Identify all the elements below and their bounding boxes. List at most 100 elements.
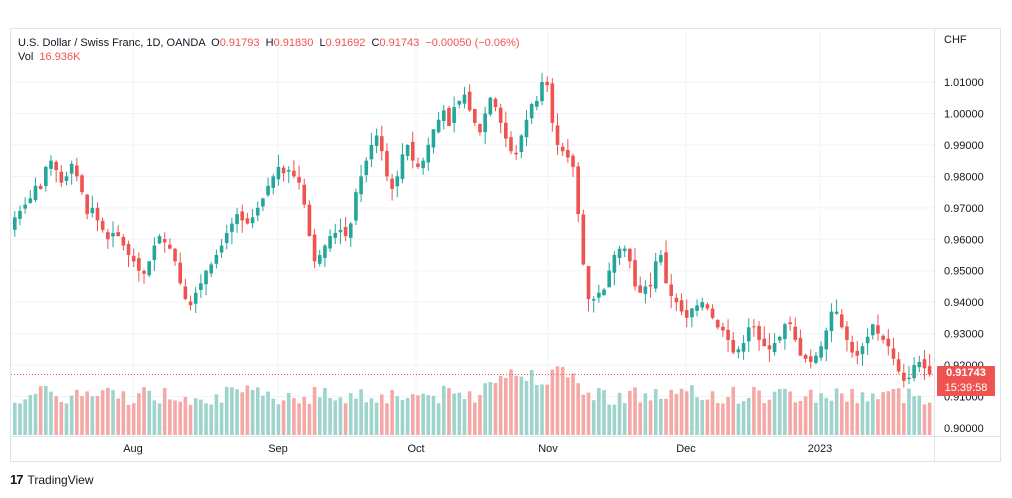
volume-bar (193, 398, 198, 435)
candle-body (64, 176, 69, 181)
candle-body (395, 176, 400, 187)
volume-bar (338, 397, 343, 435)
candle-body (612, 255, 617, 273)
candle-body (452, 107, 456, 123)
volume-bar (529, 369, 534, 435)
volume-bar (106, 387, 110, 435)
volume-bar (224, 386, 229, 435)
candle-body (457, 100, 462, 105)
volume-bar (462, 399, 467, 435)
volume-bar (824, 397, 829, 435)
candle-body (524, 119, 529, 138)
candle-body (705, 304, 710, 309)
candle-body (240, 211, 245, 221)
candle-body (757, 325, 761, 340)
volume-legend: Vol 16.936K (18, 51, 80, 63)
volume-bar (767, 399, 772, 435)
candle-body (808, 356, 813, 362)
x-tick-label: Aug (123, 443, 143, 455)
volume-bar (286, 393, 291, 435)
volume-bar (772, 391, 777, 435)
candle-body (410, 141, 415, 161)
candle-body (400, 154, 405, 179)
volume-bar (188, 404, 193, 435)
candle-body (855, 350, 860, 356)
volume-bar (643, 393, 648, 435)
candle-body (152, 245, 157, 261)
volume-bar (519, 376, 524, 435)
candle-body (824, 330, 829, 350)
candle-body (416, 163, 420, 167)
candle-body (927, 366, 932, 375)
open-label: O (211, 37, 220, 49)
symbol-title[interactable]: U.S. Dollar / Swiss Franc, 1D, OANDA (18, 37, 206, 49)
volume-bar (566, 377, 570, 435)
candle-body (638, 285, 643, 293)
volume-bar (581, 394, 586, 435)
candle-body (54, 162, 58, 171)
candle-body (829, 311, 834, 332)
candle-body (33, 185, 38, 201)
candle-body (323, 245, 327, 258)
volume-bar (80, 395, 84, 435)
volume-bar (927, 402, 932, 435)
y-tick-label: 0.95000 (944, 266, 984, 278)
candle-body (746, 327, 751, 342)
candle-body (307, 204, 312, 237)
candle-body (922, 359, 927, 369)
candle-body (581, 214, 586, 265)
candle-body (597, 292, 601, 298)
volume-bar (307, 403, 312, 435)
candle-body (741, 343, 746, 352)
candle-body (659, 255, 663, 263)
volume-bar (452, 393, 456, 435)
candle-body (462, 94, 467, 104)
volume-bar (173, 400, 177, 435)
candle-body (622, 248, 627, 252)
volume-bar (633, 387, 637, 435)
volume-bar (664, 398, 668, 435)
bar-countdown: 15:39:58 (944, 382, 988, 394)
volume-bar (178, 401, 183, 435)
volume-bar (896, 388, 901, 435)
volume-bar (669, 389, 674, 435)
candle-body (509, 137, 513, 152)
brand-footer[interactable]: 17 TradingView (10, 472, 94, 487)
candle-body (845, 326, 849, 340)
volume-bar (410, 394, 415, 435)
volume-bar (612, 404, 617, 435)
candle-body (488, 97, 493, 115)
open-value: 0.91793 (219, 37, 260, 49)
candle-body (819, 346, 823, 358)
candle-body (255, 207, 260, 216)
currency-label[interactable]: CHF (944, 34, 967, 46)
candle-body (328, 236, 332, 249)
candle-body (178, 262, 183, 284)
candle-body (100, 220, 105, 230)
candle-body (907, 377, 911, 380)
candle-body (560, 146, 565, 152)
volume-bar (385, 403, 389, 435)
candle-body (767, 345, 772, 350)
volume-bar (426, 395, 431, 435)
volume-bar (199, 399, 203, 435)
volume-bar (348, 393, 353, 435)
volume-bar (550, 369, 555, 435)
candle-body (297, 176, 301, 183)
volume-bar (617, 392, 622, 435)
volume-bar (493, 382, 498, 435)
candle-body (576, 166, 580, 215)
candle-body (700, 302, 705, 308)
candle-body (142, 270, 146, 274)
volume-bar (69, 395, 74, 435)
volume-bar (514, 375, 518, 435)
candle-body (467, 91, 472, 111)
candle-body (529, 104, 534, 119)
volume-bar (111, 390, 115, 435)
candle-body (803, 354, 808, 359)
volume-bar (545, 384, 549, 435)
y-tick-label: 0.97000 (944, 203, 984, 215)
candle-body (896, 359, 901, 372)
volume-bar (147, 390, 151, 435)
